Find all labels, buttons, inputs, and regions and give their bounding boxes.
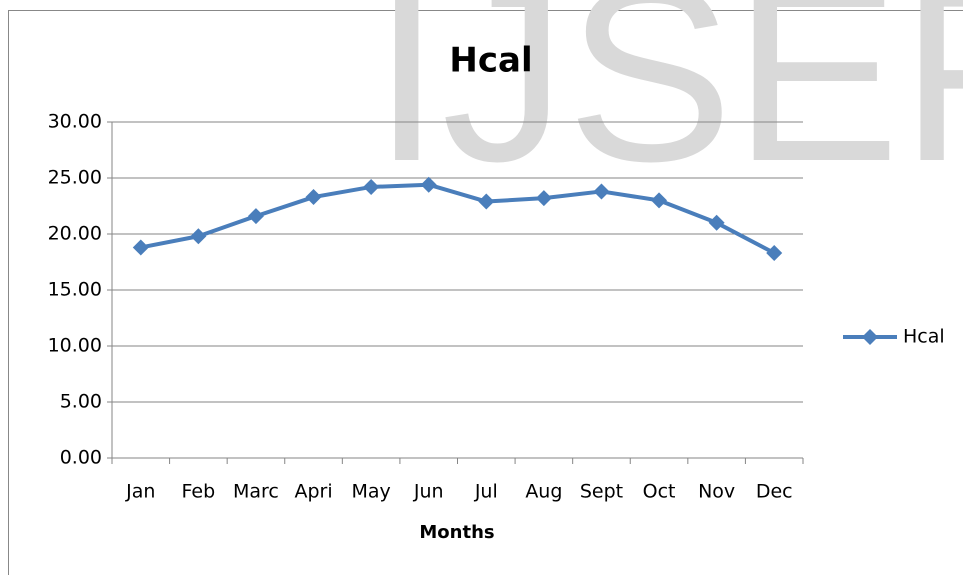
marker xyxy=(535,190,552,207)
legend-marker xyxy=(862,329,878,345)
marker xyxy=(478,193,495,210)
y-tick-label: 5.00 xyxy=(60,391,102,413)
x-tick-label: Feb xyxy=(182,481,216,503)
x-tick-label: Oct xyxy=(643,481,676,503)
y-tick-label: 30.00 xyxy=(48,111,102,133)
x-tick-label: Jul xyxy=(474,481,498,503)
marker xyxy=(651,192,668,209)
x-tick-label: Jan xyxy=(125,481,155,503)
marker xyxy=(766,245,783,262)
legend-label: Hcal xyxy=(903,326,945,348)
chart-frame xyxy=(8,10,963,575)
marker xyxy=(132,239,149,256)
y-tick-label: 20.00 xyxy=(48,223,102,245)
x-tick-label: Nov xyxy=(698,481,735,503)
watermark: IJSER xyxy=(372,0,963,213)
marker xyxy=(247,208,264,225)
x-tick-label: Dec xyxy=(756,481,793,503)
y-tick-label: 25.00 xyxy=(48,167,102,189)
line xyxy=(140,182,776,255)
y-tick-label: 15.00 xyxy=(48,279,102,301)
chart-title: Hcal xyxy=(449,41,532,81)
marker xyxy=(363,178,380,195)
x-tick-label: Aug xyxy=(525,481,562,503)
y-tick-label: 0.00 xyxy=(60,447,102,469)
x-tick-label: Marc xyxy=(233,481,279,503)
marker xyxy=(708,214,725,231)
x-axis-label: Months xyxy=(419,522,494,543)
x-tick-label: May xyxy=(351,481,390,503)
y-tick-label: 10.00 xyxy=(48,335,102,357)
marker xyxy=(593,183,610,200)
marker xyxy=(305,189,322,206)
x-tick-label: Apri xyxy=(294,481,332,503)
marker xyxy=(420,176,437,193)
marker xyxy=(190,228,207,245)
x-tick-label: Sept xyxy=(580,481,623,503)
x-tick-label: Jun xyxy=(413,481,444,503)
